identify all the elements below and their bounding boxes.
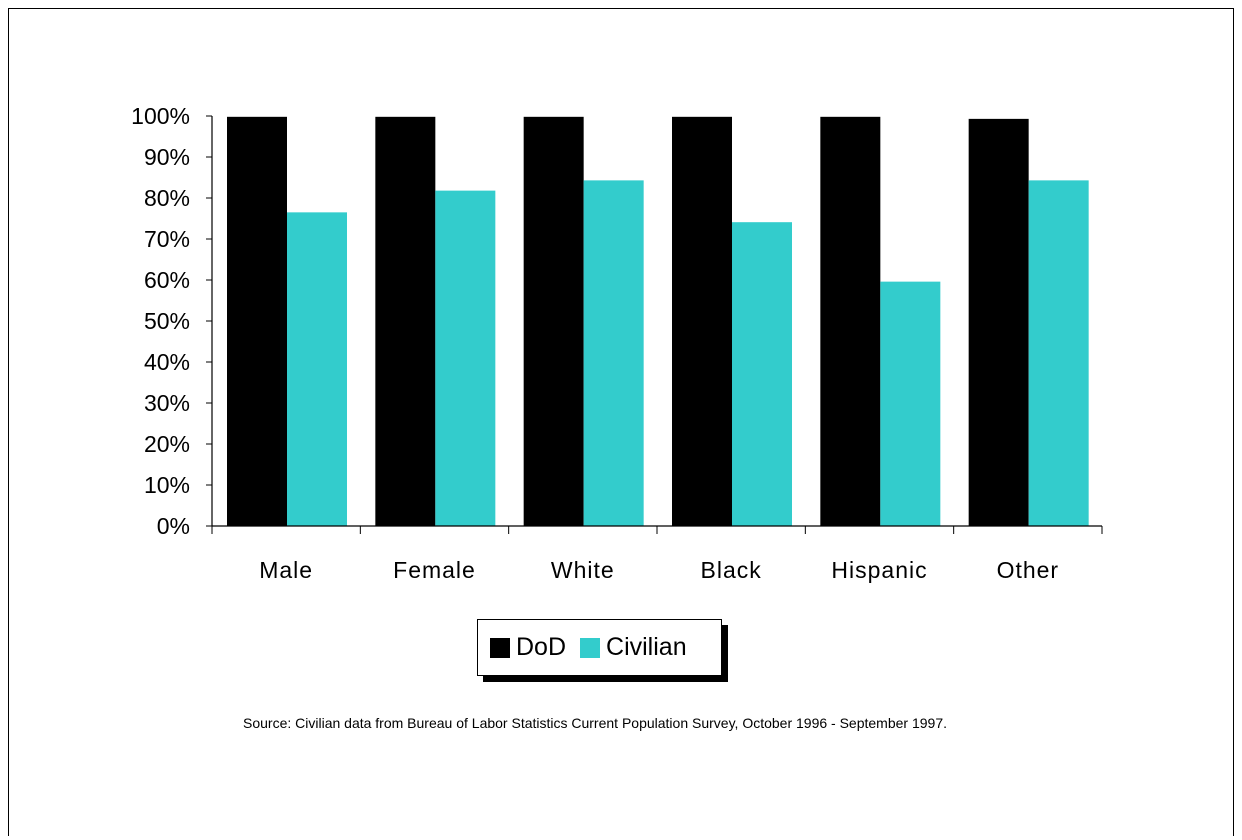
bar-dod-hispanic bbox=[820, 116, 881, 526]
y-tick-label: 40% bbox=[144, 349, 190, 375]
legend-swatch-civilian bbox=[580, 637, 601, 658]
bars-group bbox=[227, 116, 1089, 527]
x-category-label-other: Other bbox=[997, 557, 1060, 583]
y-tick-label: 50% bbox=[144, 308, 190, 334]
bar-dod-female bbox=[375, 116, 436, 526]
bar-civilian-hispanic bbox=[880, 281, 941, 526]
bar-civilian-other bbox=[1028, 180, 1089, 526]
x-category-label-hispanic: Hispanic bbox=[831, 557, 927, 583]
y-tick-label: 20% bbox=[144, 431, 190, 457]
y-tick-label: 0% bbox=[157, 513, 190, 539]
bar-civilian-black bbox=[732, 222, 792, 526]
bar-civilian-female bbox=[435, 190, 496, 526]
legend-label-civilian: Civilian bbox=[606, 633, 687, 661]
bar-dod-male bbox=[227, 116, 287, 526]
y-tick-label: 60% bbox=[144, 267, 190, 293]
legend-label-dod: DoD bbox=[516, 633, 567, 661]
legend-item-civilian: Civilian bbox=[580, 633, 687, 662]
bar-dod-other bbox=[968, 118, 1029, 527]
y-tick-label: 90% bbox=[144, 144, 190, 170]
y-tick-label: 80% bbox=[144, 185, 190, 211]
legend-item-dod: DoD bbox=[490, 633, 566, 662]
y-tick-label: 70% bbox=[144, 226, 190, 252]
legend-swatch-dod bbox=[490, 637, 510, 658]
bar-civilian-white bbox=[583, 180, 644, 526]
x-category-label-male: Male bbox=[259, 557, 313, 583]
x-category-label-female: Female bbox=[393, 557, 476, 583]
x-category-label-black: Black bbox=[701, 557, 762, 583]
y-tick-label: 100% bbox=[131, 103, 190, 129]
y-axis-ticks: 0% 10% 20% 30% 40% 50% 60% 70% 80% 90% 100% bbox=[131, 103, 212, 539]
bar-civilian-male bbox=[287, 212, 347, 526]
source-note: Source: Civilian data from Bureau of Lab… bbox=[243, 715, 947, 731]
y-tick-label: 30% bbox=[144, 390, 190, 416]
bar-dod-white bbox=[523, 116, 584, 526]
legend: DoD Civilian bbox=[477, 619, 722, 676]
x-axis-categories: Male Female White Black Hispanic Other bbox=[259, 557, 1060, 583]
y-tick-label: 10% bbox=[144, 472, 190, 498]
x-category-label-white: White bbox=[551, 557, 615, 583]
bar-dod-black bbox=[672, 116, 732, 526]
